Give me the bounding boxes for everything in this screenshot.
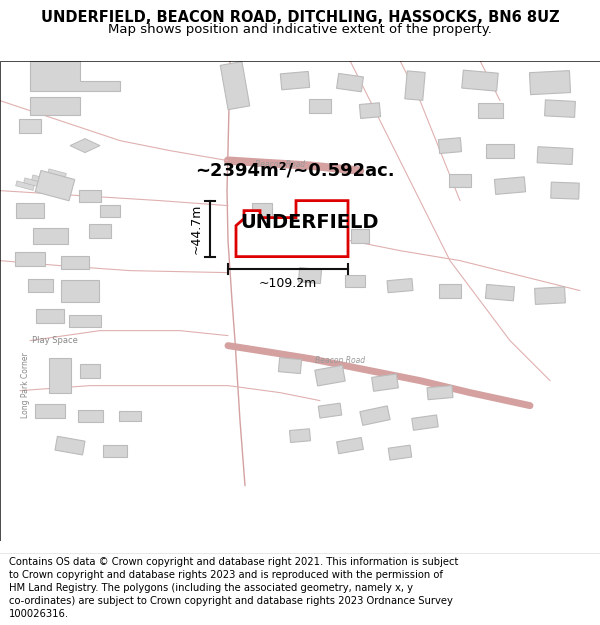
Bar	[309, 99, 331, 112]
Bar	[360, 406, 390, 426]
Bar	[23, 178, 43, 187]
Bar	[359, 102, 380, 119]
Bar	[412, 415, 438, 430]
Bar	[405, 71, 425, 101]
Bar	[61, 279, 99, 302]
Bar	[529, 71, 571, 94]
Polygon shape	[30, 61, 120, 91]
Bar	[49, 358, 71, 393]
Text: to Crown copyright and database rights 2023 and is reproduced with the permissio: to Crown copyright and database rights 2…	[9, 570, 443, 580]
Bar	[32, 175, 50, 184]
Bar	[315, 366, 345, 386]
Bar	[545, 100, 575, 118]
Bar	[427, 386, 453, 400]
Text: ~44.7m: ~44.7m	[190, 204, 203, 254]
Bar	[337, 438, 364, 454]
Text: Beacon Road: Beacon Road	[255, 160, 305, 169]
Bar	[388, 445, 412, 460]
Bar	[100, 204, 120, 217]
Bar	[255, 239, 269, 252]
Text: co-ordinates) are subject to Crown copyright and database rights 2023 Ordnance S: co-ordinates) are subject to Crown copyr…	[9, 596, 453, 606]
Bar	[351, 229, 369, 242]
Bar	[40, 172, 58, 181]
Bar	[28, 279, 53, 292]
Bar	[119, 411, 141, 421]
Bar	[551, 182, 579, 199]
Bar	[77, 409, 103, 422]
Bar	[15, 252, 45, 266]
Bar	[462, 70, 498, 91]
Bar	[89, 224, 111, 238]
Text: Beacon Road: Beacon Road	[315, 356, 365, 365]
Bar	[103, 444, 127, 457]
Text: ~2394m²/~0.592ac.: ~2394m²/~0.592ac.	[195, 162, 395, 179]
Bar	[16, 203, 44, 218]
Bar	[298, 268, 322, 284]
Bar	[371, 374, 398, 391]
Bar	[307, 215, 333, 246]
Bar	[494, 177, 526, 194]
Bar	[55, 436, 85, 455]
Bar	[337, 74, 364, 92]
Bar	[19, 119, 41, 132]
Polygon shape	[70, 139, 100, 152]
Bar	[35, 404, 65, 418]
Text: HM Land Registry. The polygons (including the associated geometry, namely x, y: HM Land Registry. The polygons (includin…	[9, 583, 413, 593]
Bar	[439, 138, 461, 154]
Bar	[252, 202, 272, 219]
Bar	[486, 144, 514, 158]
Bar	[80, 364, 100, 378]
Polygon shape	[236, 201, 348, 257]
Bar	[387, 279, 413, 292]
Text: UNDERFIELD, BEACON ROAD, DITCHLING, HASSOCKS, BN6 8UZ: UNDERFIELD, BEACON ROAD, DITCHLING, HASS…	[41, 10, 559, 25]
Bar	[220, 61, 250, 110]
Text: 100026316.: 100026316.	[9, 609, 69, 619]
Bar	[35, 171, 75, 201]
Bar	[278, 357, 302, 374]
Bar	[69, 314, 101, 327]
Text: Long Park Corner: Long Park Corner	[20, 352, 29, 419]
Bar	[30, 97, 80, 114]
Text: Play Space: Play Space	[32, 336, 78, 345]
Text: Contains OS data © Crown copyright and database right 2021. This information is : Contains OS data © Crown copyright and d…	[9, 557, 458, 567]
Bar	[47, 169, 67, 178]
Bar	[32, 228, 67, 244]
Bar	[16, 181, 34, 191]
Bar	[36, 309, 64, 322]
Bar	[537, 147, 573, 164]
Text: UNDERFIELD: UNDERFIELD	[241, 213, 379, 232]
Bar	[485, 284, 515, 301]
Bar	[439, 284, 461, 298]
Bar	[345, 274, 365, 287]
Bar	[318, 403, 342, 418]
Bar	[290, 429, 310, 442]
Text: ~109.2m: ~109.2m	[259, 277, 317, 289]
Bar	[61, 256, 89, 269]
Bar	[535, 287, 565, 304]
Bar	[79, 189, 101, 202]
Bar	[478, 103, 503, 118]
Bar	[280, 71, 310, 90]
Text: Map shows position and indicative extent of the property.: Map shows position and indicative extent…	[108, 23, 492, 36]
Bar	[449, 174, 471, 187]
